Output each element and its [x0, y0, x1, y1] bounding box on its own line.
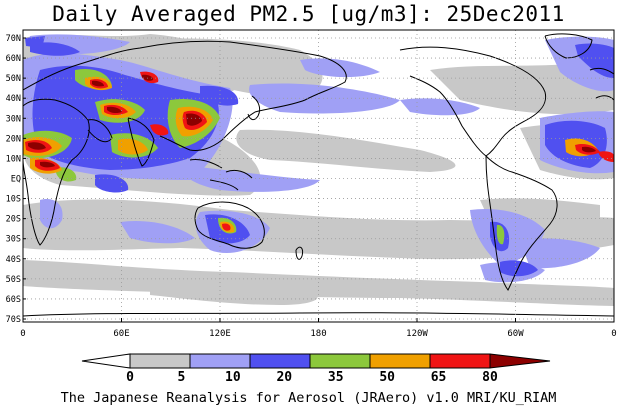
coast-europe-edge: [589, 67, 614, 101]
colorbar-label: 50: [379, 370, 395, 385]
colorbar-label: 5: [178, 370, 186, 385]
lon-label: 120E: [209, 329, 231, 339]
longitude-axis: 0 60E 120E 180 120W 60W 0: [20, 318, 617, 339]
lat-label: 70S: [6, 315, 21, 325]
lat-label: 40N: [6, 94, 21, 104]
lat-label: 50N: [6, 74, 21, 84]
coast-se-asia: [189, 159, 253, 191]
colorbar-label: 35: [328, 370, 344, 385]
map-title: Daily Averaged PM2.5 [ug/m3]: 25Dec2011: [52, 2, 565, 26]
colorbar-segment-low: [81, 353, 131, 369]
coast-japan: [247, 95, 261, 121]
coast-eurasia: [23, 40, 347, 151]
colorbar-segment-high: [489, 353, 551, 369]
lat-label: 30S: [6, 235, 21, 245]
lat-label: 20N: [6, 134, 21, 144]
coast-south-america: [485, 155, 558, 291]
data-source-footer: The Japanese Reanalysis for Aerosol (JRA…: [60, 390, 557, 406]
lat-label: 20S: [6, 215, 21, 225]
lat-label: EQ: [11, 175, 21, 185]
lat-label: 70N: [6, 34, 21, 44]
lat-label: 60N: [6, 54, 21, 64]
lon-label: 0: [20, 329, 25, 339]
lat-label: 40S: [6, 255, 21, 265]
coast-new-zealand: [295, 246, 303, 260]
colorbar-segment: [429, 353, 491, 369]
colorbar-segment: [129, 353, 191, 369]
coast-australia: [194, 201, 265, 249]
coast-antarctica: [23, 312, 614, 317]
lat-label: 50S: [6, 275, 21, 285]
colorbar-segment: [309, 353, 371, 369]
colorbar-label: 0: [126, 370, 134, 385]
colorbar-segment: [369, 353, 431, 369]
concentration-field: [23, 34, 614, 306]
colorbar-label: 80: [482, 370, 498, 385]
coast-north-america: [399, 46, 547, 157]
lat-label: 10N: [6, 154, 21, 164]
lon-label: 60W: [507, 329, 524, 339]
lon-label: 60E: [113, 329, 129, 339]
lon-label: 120W: [406, 329, 428, 339]
colorbar-label: 65: [431, 370, 447, 385]
coast-greenland: [544, 33, 593, 59]
colorbar-segment: [189, 353, 251, 369]
lon-label: 180: [310, 329, 326, 339]
coast-africa: [23, 98, 90, 246]
lat-label: 60S: [6, 295, 21, 305]
lat-label: 10S: [6, 195, 21, 205]
colorbar-segment: [249, 353, 311, 369]
lat-label: 30N: [6, 114, 21, 124]
colorbar-label: 20: [276, 370, 292, 385]
coastlines: [23, 33, 614, 317]
colorbar-label: 10: [225, 370, 241, 385]
colorbar: 0 5 10 20 35 50 65 80: [81, 353, 551, 385]
lon-label: 0: [611, 329, 616, 339]
latitude-axis: 70N 60N 50N 40N 30N 20N 10N EQ 10S 20S 30S 40S 50S 60…: [6, 34, 26, 325]
